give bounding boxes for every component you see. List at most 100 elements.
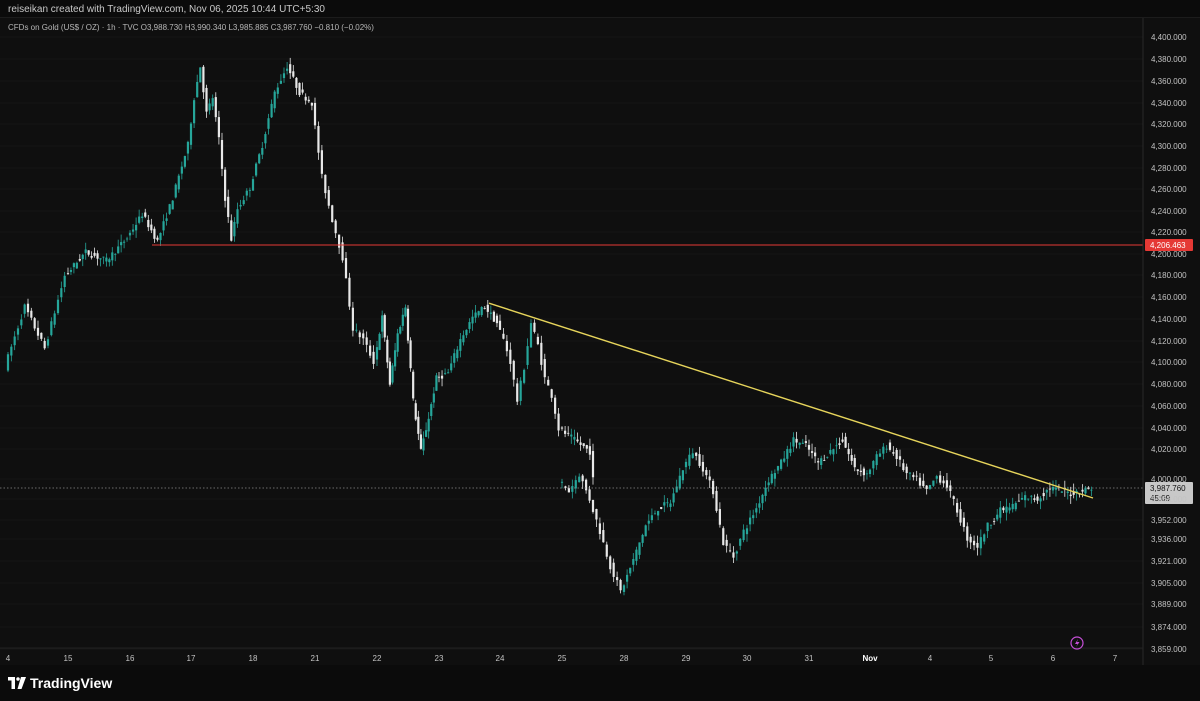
candle <box>928 484 932 490</box>
price-tick-label: 3,874.000 <box>1151 623 1187 632</box>
candle <box>108 257 111 267</box>
candle <box>13 331 16 351</box>
price-tick-label: 3,952.000 <box>1151 516 1187 525</box>
candle <box>444 368 447 375</box>
candle <box>75 261 78 269</box>
candle <box>248 187 251 198</box>
candle <box>564 485 567 491</box>
price-axis[interactable]: 4,400.000 4,380.000 4,360.000 4,340.000 4,32… <box>1142 18 1187 665</box>
candle <box>663 495 666 513</box>
candle <box>526 338 529 370</box>
candle <box>313 97 317 130</box>
candle <box>486 299 489 318</box>
candle <box>165 212 168 226</box>
candle <box>236 202 239 228</box>
candle <box>695 452 698 461</box>
candle <box>850 448 853 465</box>
candle <box>264 131 267 149</box>
candle <box>745 524 749 542</box>
price-tick-label: 4,320.000 <box>1151 120 1187 129</box>
candle <box>251 176 255 191</box>
price-tick-label: 4,220.000 <box>1151 228 1187 237</box>
candle <box>122 239 126 249</box>
time-tick-label: 4 <box>928 654 933 663</box>
candle <box>362 329 365 346</box>
price-tick-label: 4,060.000 <box>1151 402 1187 411</box>
legend-close: C3,987.760 <box>270 23 313 32</box>
candle <box>141 212 144 223</box>
candle <box>932 480 935 487</box>
candle <box>81 253 84 267</box>
time-tick-label: 7 <box>1113 654 1118 663</box>
candle <box>1020 492 1024 500</box>
candle <box>669 499 672 512</box>
candle <box>375 340 379 366</box>
candle <box>939 470 942 485</box>
tradingview-logo[interactable]: TradingView <box>8 675 112 691</box>
candle <box>50 317 53 337</box>
candle <box>351 301 354 337</box>
candle <box>437 371 441 383</box>
candle <box>456 346 459 362</box>
candle <box>220 132 224 177</box>
candle <box>459 333 462 358</box>
candle <box>523 368 526 385</box>
candle <box>125 236 129 242</box>
price-tick-label: 4,140.000 <box>1151 315 1187 324</box>
candle <box>1042 488 1045 501</box>
candle <box>286 61 289 75</box>
candle <box>1030 495 1033 504</box>
chart-panel[interactable]: 4,206.463 3,987.760 45:09 4,400.000 4,380.0… <box>0 17 1200 665</box>
flash-icon[interactable] <box>1070 636 1084 650</box>
candle <box>862 466 865 482</box>
candle <box>419 429 423 450</box>
candle <box>358 330 361 344</box>
price-tick-label: 4,400.000 <box>1151 33 1187 42</box>
candle <box>189 121 193 150</box>
price-tick-label: 3,889.000 <box>1151 600 1187 609</box>
candle <box>550 388 553 402</box>
price-tick-label: 4,200.000 <box>1151 250 1187 259</box>
candle <box>202 65 205 100</box>
svg-text:4,206.463: 4,206.463 <box>1150 241 1186 250</box>
candle <box>295 76 298 95</box>
candle <box>795 431 798 449</box>
candle <box>547 376 550 386</box>
candle <box>292 65 295 79</box>
candle <box>573 429 576 446</box>
price-tick-label: 4,360.000 <box>1151 77 1187 86</box>
candle <box>989 524 993 530</box>
candle <box>1017 493 1020 502</box>
candle <box>381 310 384 339</box>
price-tick-label: 3,905.000 <box>1151 579 1187 588</box>
candle <box>1066 486 1069 500</box>
symbol-legend: CFDs on Gold (US$ / OZ) · 1h · TVC O3,98… <box>8 23 374 32</box>
candle <box>602 522 605 543</box>
time-axis[interactable]: 4 15 16 17 18 21 22 23 24 25 28 29 30 31 Nov 4 5 6 7 <box>0 647 1143 663</box>
candle <box>468 318 471 334</box>
candle <box>186 140 190 161</box>
candle <box>199 67 202 83</box>
candle <box>509 342 512 372</box>
candle <box>1087 486 1090 490</box>
candle <box>581 474 584 489</box>
candle <box>701 454 705 477</box>
candle <box>72 262 76 274</box>
candle <box>905 463 908 480</box>
candle <box>153 226 156 243</box>
candle <box>626 569 629 589</box>
candle <box>393 342 397 371</box>
candle <box>882 443 885 460</box>
candle <box>841 432 844 443</box>
candle <box>114 253 117 262</box>
candle <box>675 479 678 493</box>
candle <box>341 236 344 263</box>
candle <box>996 509 999 522</box>
candle <box>949 480 952 498</box>
candle <box>789 442 792 457</box>
candle <box>424 422 428 438</box>
candle <box>585 444 588 454</box>
price-tick-label: 4,260.000 <box>1151 185 1187 194</box>
candle <box>63 271 66 293</box>
